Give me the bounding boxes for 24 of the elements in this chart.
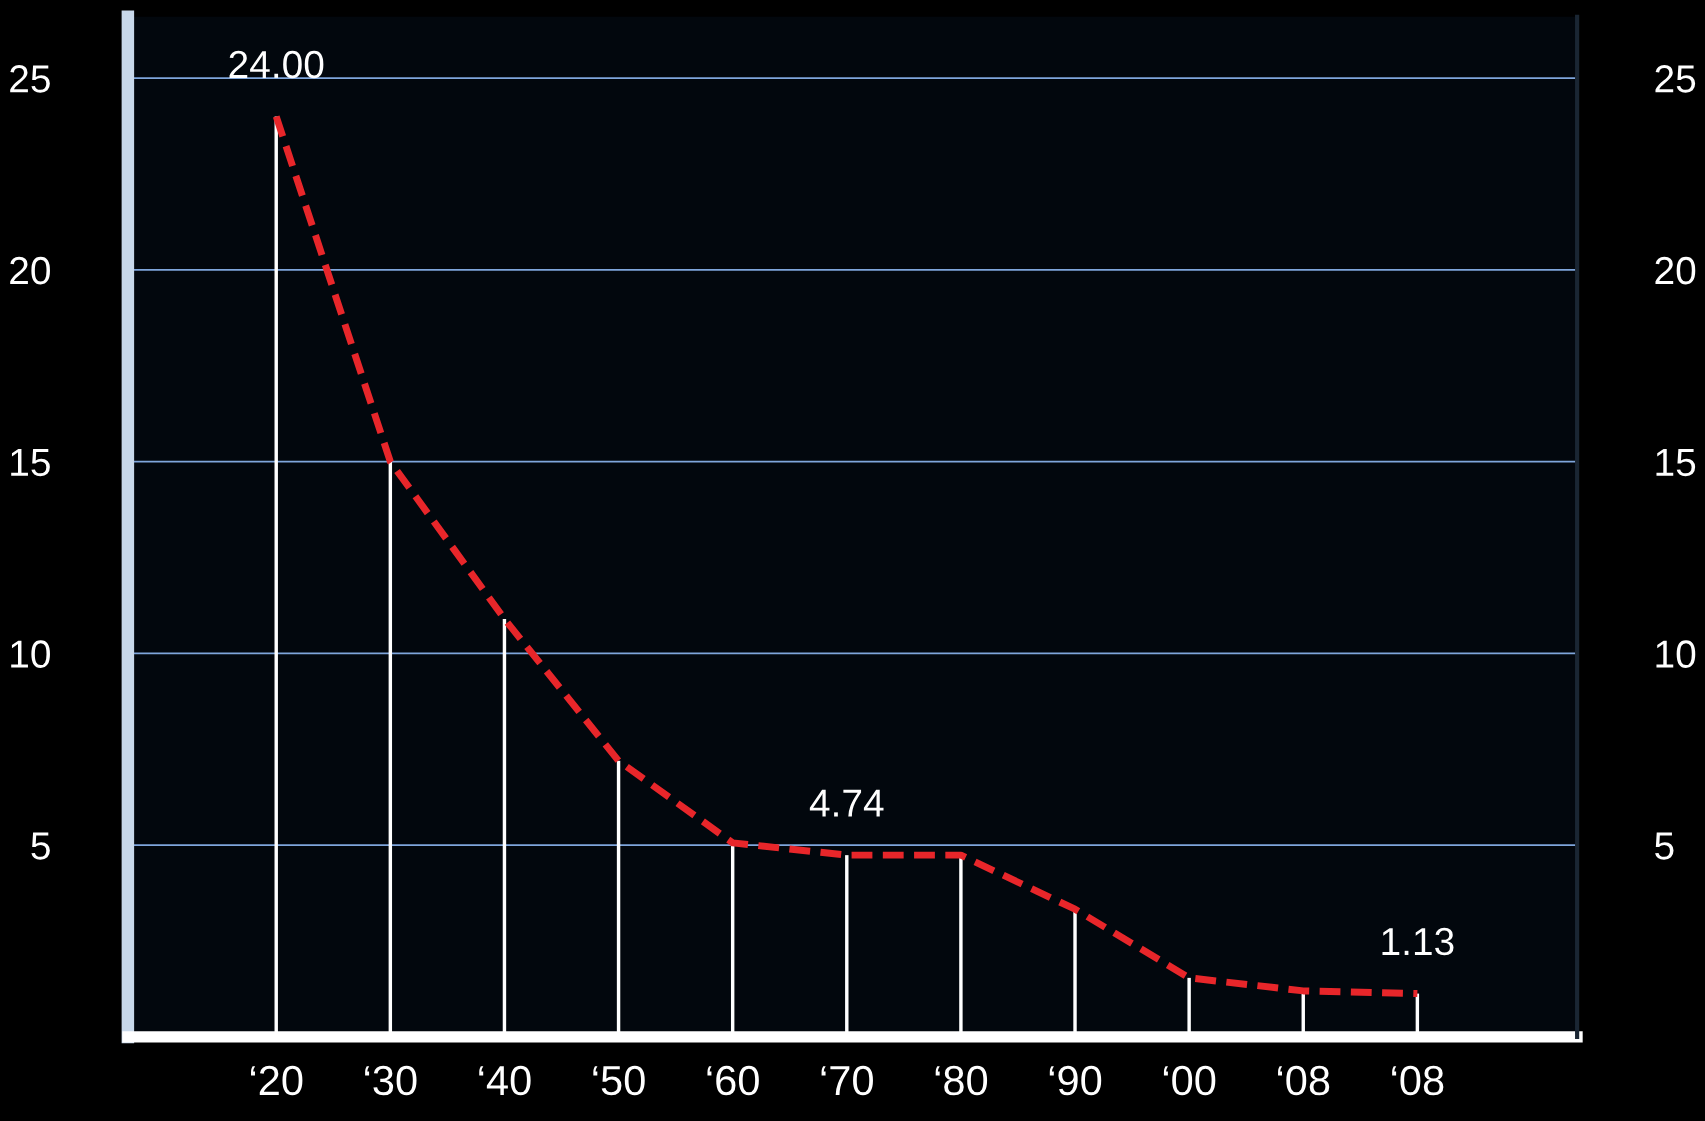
- data-label: 1.13: [1382, 927, 1454, 956]
- x-tick-label: ‘50: [593, 1065, 645, 1096]
- y-tick-label: 20: [10, 256, 50, 285]
- x-tick-label: ‘08: [1278, 1065, 1330, 1096]
- x-tick-label: ‘70: [821, 1065, 873, 1096]
- x-tick-label: ‘90: [1049, 1065, 1102, 1096]
- data-label: 4.74: [809, 789, 884, 817]
- y2-tick-label: 10: [1656, 640, 1696, 668]
- y-tick-label: 5: [31, 832, 50, 860]
- y2-tick-label: 15: [1656, 449, 1696, 477]
- y-tick-label: 10: [11, 640, 50, 668]
- y2-tick-label: 25: [1655, 65, 1696, 93]
- x-tick-label: ‘80: [935, 1065, 988, 1096]
- x-tick-label: ‘08: [1392, 1065, 1444, 1096]
- y-tick-label: 25: [10, 65, 50, 93]
- data-label: 24.00: [229, 50, 324, 79]
- y-tick-label: 15: [11, 449, 50, 477]
- x-tick-label: ‘30: [365, 1065, 417, 1096]
- y2-tick-label: 5: [1655, 832, 1674, 860]
- y2-tick-label: 20: [1655, 256, 1696, 285]
- x-tick-label: ‘00: [1163, 1065, 1216, 1096]
- x-tick-label: ‘40: [479, 1065, 531, 1096]
- x-tick-label: ‘20: [251, 1065, 303, 1096]
- x-tick-label: ‘60: [707, 1065, 759, 1096]
